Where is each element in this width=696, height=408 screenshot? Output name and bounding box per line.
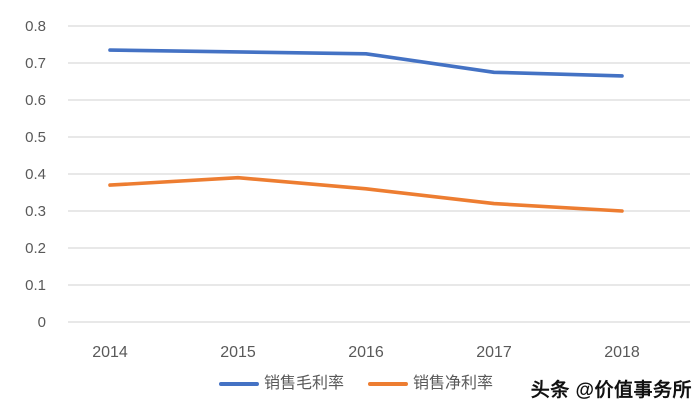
x-axis-tick-label: 2015 xyxy=(220,344,256,361)
series-line-销售毛利率 xyxy=(108,48,624,78)
x-axis-tick-label: 2016 xyxy=(348,344,384,361)
y-axis-tick-label: 0.2 xyxy=(25,240,46,257)
legend-item-gross-margin[interactable]: 销售毛利率 xyxy=(218,374,344,394)
y-axis-tick-label: 0.3 xyxy=(25,203,46,220)
legend-label: 销售毛利率 xyxy=(263,375,344,392)
x-axis-tick-label: 2017 xyxy=(476,344,512,361)
y-axis-tick-label: 0.1 xyxy=(25,277,46,294)
watermark: 头条 @价值事务所 xyxy=(530,380,692,401)
y-axis-tick-label: 0 xyxy=(38,314,46,331)
y-axis-tick-label: 0.4 xyxy=(25,166,46,183)
x-axis-tick-label: 2018 xyxy=(604,344,640,361)
legend-label: 销售净利率 xyxy=(413,375,494,392)
legend: 销售毛利率 销售净利率 xyxy=(218,374,493,394)
legend-swatch-net-margin-icon xyxy=(368,382,408,386)
legend-swatch-gross-margin-icon xyxy=(218,382,259,386)
legend-item-net-margin[interactable]: 销售净利率 xyxy=(368,374,493,394)
y-axis-tick-label: 0.7 xyxy=(25,55,46,72)
series-line-销售净利率 xyxy=(108,175,624,213)
y-axis-tick-label: 0.8 xyxy=(25,18,46,35)
x-axis-tick-label: 2014 xyxy=(92,344,128,361)
y-axis-tick-label: 0.6 xyxy=(25,92,46,109)
y-axis-tick-label: 0.5 xyxy=(25,129,46,146)
